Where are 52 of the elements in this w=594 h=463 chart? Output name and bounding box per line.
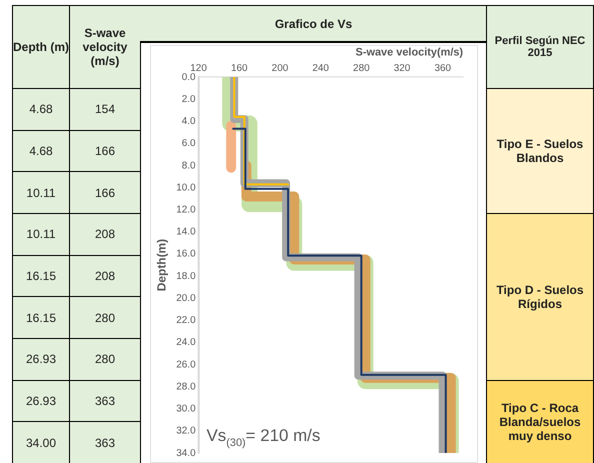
text: Tipo C - Roca Blanda/suelos muy denso	[486, 380, 594, 463]
text: 363	[69, 421, 141, 463]
text: 34.00	[12, 421, 70, 463]
text: 10.11	[12, 171, 70, 214]
text: 16.15	[12, 254, 70, 298]
y-tick-label: 24.0	[176, 337, 196, 348]
text: 166	[69, 171, 141, 214]
y-tick-label: 16.0	[176, 248, 196, 260]
y-tick-label: 30.0	[176, 404, 196, 415]
y-axis-title: Depth(m)	[154, 238, 168, 292]
text: 4.68	[12, 130, 70, 172]
y-tick-label: 22.0	[176, 315, 196, 326]
text: 363	[69, 380, 141, 422]
text: 26.93	[12, 380, 70, 422]
x-tick-label: 160	[230, 62, 248, 74]
text: 280	[69, 296, 141, 339]
text: Depth (m)	[12, 5, 70, 89]
y-tick-label: 8.0	[182, 160, 196, 172]
x-tick-label: 280	[353, 62, 370, 74]
y-tick-label: 20.0	[176, 292, 196, 304]
text: Perfil Según NEC 2015	[486, 5, 594, 89]
x-tick-label: 120	[190, 62, 208, 74]
y-tick-label: 4.0	[182, 116, 196, 128]
text: 280	[69, 338, 141, 381]
text: 10.11	[12, 213, 70, 256]
y-tick-label: 18.0	[176, 270, 196, 282]
text: 166	[69, 130, 141, 172]
x-tick-label: 360	[434, 62, 452, 74]
y-tick-label: 12.0	[176, 204, 196, 216]
x-tick-label: 240	[312, 62, 330, 74]
text: 208	[69, 254, 141, 298]
y-tick-label: 28.0	[176, 381, 196, 392]
text: 26.93	[12, 338, 70, 381]
y-tick-label: 6.0	[182, 138, 196, 150]
y-tick-label: 0.0	[182, 72, 196, 83]
y-tick-label: 34.0	[176, 448, 196, 459]
text: Tipo E - Suelos Blandos	[486, 88, 594, 214]
y-tick-label: 14.0	[176, 226, 196, 238]
y-tick-label: 10.0	[176, 182, 196, 194]
text: Tipo D - Suelos Rígidos	[486, 213, 594, 381]
y-tick-label: 26.0	[176, 359, 196, 370]
text: 154	[69, 88, 141, 131]
x-tick-label: 320	[394, 62, 411, 74]
text: 208	[69, 213, 141, 256]
x-tick-label: 200	[272, 62, 289, 74]
chart-title: Grafico de Vs	[140, 5, 487, 43]
text: 16.15	[12, 296, 70, 339]
text: 4.68	[12, 88, 70, 131]
text: S-wave velocity (m/s)	[69, 5, 141, 89]
x-axis-title: S-wave velocity(m/s)	[356, 46, 464, 59]
y-tick-label: 2.0	[182, 94, 196, 105]
y-tick-label: 32.0	[176, 426, 196, 437]
